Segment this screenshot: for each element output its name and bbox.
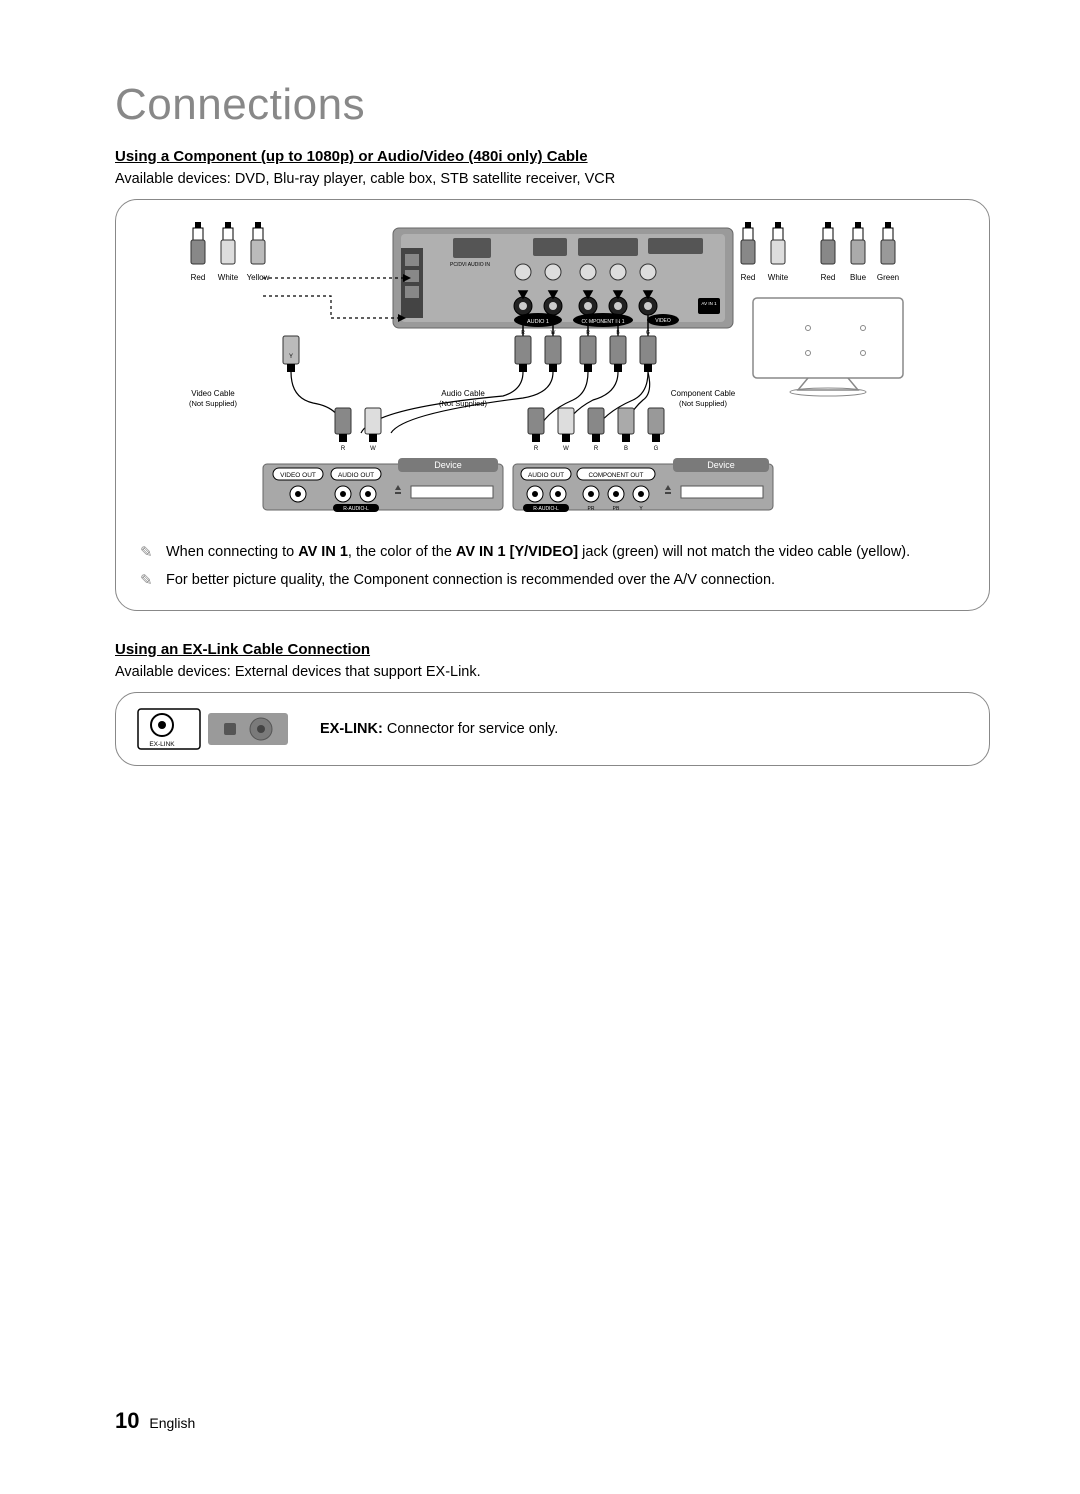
exlink-panel: EX-LINK EX-LINK: Connector for service o…	[115, 692, 990, 766]
svg-text:EX-LINK: EX-LINK	[149, 741, 175, 748]
page-footer: 10 English	[115, 1408, 195, 1434]
svg-text:VIDEO OUT: VIDEO OUT	[280, 472, 316, 479]
svg-text:White: White	[217, 273, 238, 282]
svg-text:AUDIO OUT: AUDIO OUT	[527, 472, 563, 479]
svg-text:R-AUDIO-L: R-AUDIO-L	[533, 506, 559, 512]
svg-text:R: R	[533, 446, 538, 452]
note-1: ✎ When connecting to AV IN 1, the color …	[140, 542, 965, 564]
svg-text:R-AUDIO-L: R-AUDIO-L	[343, 506, 369, 512]
svg-text:PB: PB	[612, 506, 619, 512]
note-2: ✎ For better picture quality, the Compon…	[140, 570, 965, 592]
exlink-diagram: EX-LINK	[136, 707, 296, 751]
av-plugs-left: Red White Yellow	[190, 222, 269, 282]
connection-diagram: PC/DVI AUDIO IN PC IN	[143, 218, 963, 528]
svg-text:Component Cable: Component Cable	[670, 389, 735, 398]
page-language: English	[149, 1415, 195, 1431]
svg-text:Device: Device	[707, 460, 735, 470]
device-left: Device VIDEO OUT AUDIO OUT R-AUDIO-L	[263, 458, 503, 512]
svg-text:White: White	[767, 273, 788, 282]
svg-text:W: W	[563, 446, 569, 452]
svg-text:Yellow: Yellow	[246, 273, 269, 282]
section2-heading: Using an EX-Link Cable Connection	[115, 641, 990, 658]
page-title: Connections	[115, 80, 990, 130]
page-number: 10	[115, 1408, 139, 1433]
svg-text:W: W	[370, 446, 376, 452]
svg-text:Red: Red	[190, 273, 205, 282]
audio-plugs-right: Red White	[740, 222, 788, 282]
svg-text:Device: Device	[434, 460, 462, 470]
svg-text:Video Cable: Video Cable	[191, 389, 235, 398]
svg-text:R: R	[340, 446, 345, 452]
note-icon: ✎	[140, 570, 160, 592]
svg-text:VIDEO: VIDEO	[655, 318, 671, 324]
svg-text:Blue: Blue	[849, 273, 866, 282]
note-icon: ✎	[140, 542, 160, 564]
svg-text:R: R	[593, 446, 598, 452]
svg-text:(Not Supplied): (Not Supplied)	[189, 399, 237, 408]
svg-text:Audio Cable: Audio Cable	[441, 389, 485, 398]
svg-text:PR: PR	[587, 506, 594, 512]
svg-text:AV IN 1: AV IN 1	[701, 301, 717, 306]
svg-text:COMPONENT OUT: COMPONENT OUT	[588, 472, 643, 479]
section2-available: Available devices: External devices that…	[115, 664, 990, 680]
svg-text:(Not Supplied): (Not Supplied)	[679, 399, 727, 408]
svg-text:AUDIO OUT: AUDIO OUT	[337, 472, 373, 479]
svg-text:B: B	[623, 446, 627, 452]
exlink-description: EX-LINK: Connector for service only.	[320, 721, 558, 737]
svg-text:Red: Red	[740, 273, 755, 282]
svg-text:Green: Green	[876, 273, 898, 282]
section1-heading: Using a Component (up to 1080p) or Audio…	[115, 148, 990, 165]
component-diagram-panel: PC/DVI AUDIO IN PC IN	[115, 199, 990, 611]
tv-icon	[753, 298, 903, 396]
component-plugs-right: Red Blue Green	[820, 222, 898, 282]
svg-text:Y: Y	[288, 354, 292, 360]
svg-text:G: G	[653, 446, 658, 452]
svg-text:Red: Red	[820, 273, 835, 282]
section1-available: Available devices: DVD, Blu-ray player, …	[115, 171, 990, 187]
svg-text:PC/DVI AUDIO IN: PC/DVI AUDIO IN	[449, 262, 489, 268]
device-right: Device AUDIO OUT R-AUDIO-L COMPONENT OUT…	[513, 458, 773, 512]
svg-text:AUDIO 1: AUDIO 1	[526, 319, 548, 325]
